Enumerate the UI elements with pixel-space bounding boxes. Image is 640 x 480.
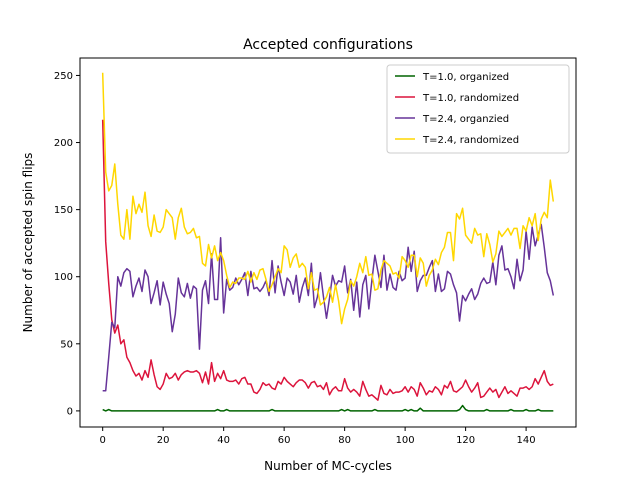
y-tick-label: 150 [54,205,73,216]
x-tick-label: 20 [157,435,170,446]
x-axis-label: Number of MC-cycles [264,459,392,473]
x-tick-label: 100 [396,435,415,446]
y-tick-label: 250 [54,71,73,82]
x-tick-label: 140 [517,435,536,446]
legend-box [386,64,570,154]
legend-label: T=1.0, organized [422,72,509,83]
series-line-t-1-0-randomized [101,119,554,401]
x-tick-label: 40 [217,435,230,446]
legend: T=1.0, organized T=1.0, randomized T=2.4, … [386,64,570,154]
series-line-t-2-4-organzied [102,223,555,392]
x-axis-ticks: 0 20 40 60 80 100 120 140 [99,427,536,446]
y-tick-label: 200 [54,138,73,149]
chart-title: Accepted configurations [243,37,413,53]
series-layer [101,72,555,412]
x-tick-label: 120 [456,435,475,446]
x-tick-label: 80 [338,435,351,446]
y-tick-label: 100 [54,272,73,283]
legend-label: T=1.0, randomized [422,93,519,104]
series-line-t-1-0-organized [102,404,554,412]
x-tick-label: 60 [278,435,291,446]
y-axis-label: Number of accepted spin flips [21,153,35,333]
series-line-t-2-4-randomized [101,72,555,325]
plot-frame [79,57,577,428]
legend-label: T=2.4, randomized [422,135,519,146]
y-tick-label: 0 [67,406,73,417]
legend-label: T=2.4, organzied [422,114,509,125]
x-tick-label: 0 [99,435,105,446]
y-tick-label: 50 [60,339,73,350]
y-axis-ticks: 0 50 100 150 200 250 [54,71,80,417]
